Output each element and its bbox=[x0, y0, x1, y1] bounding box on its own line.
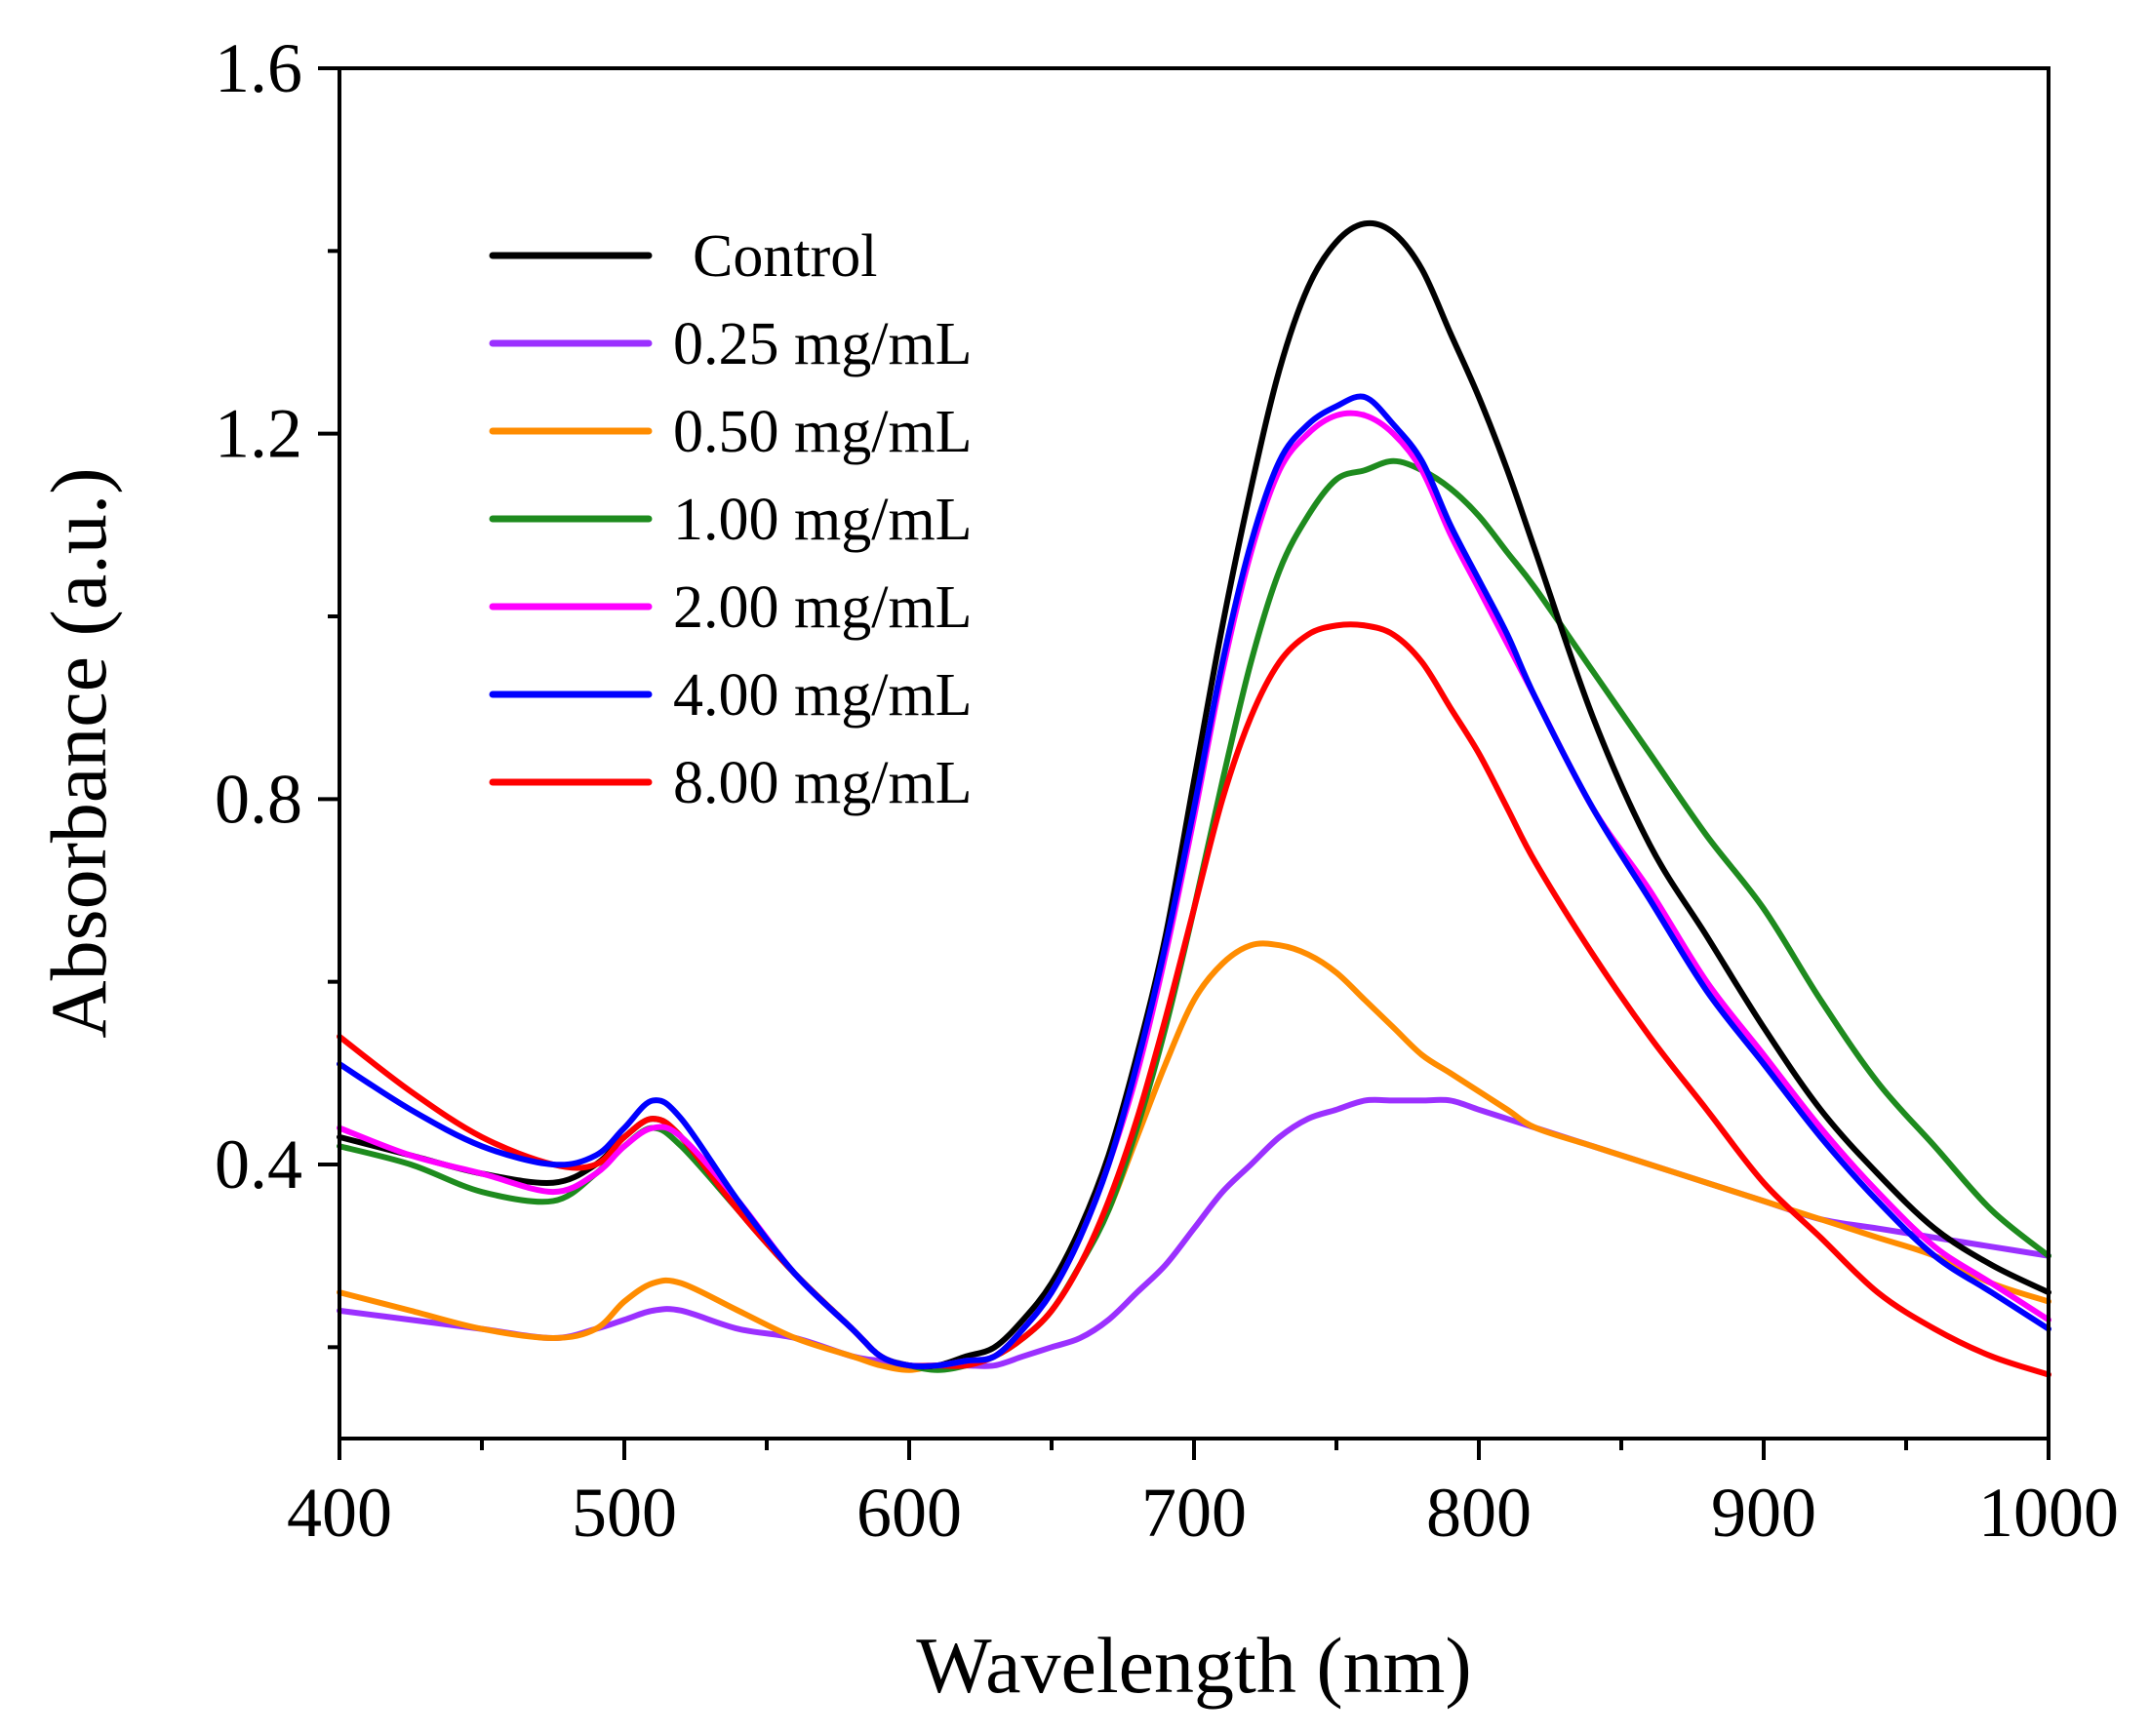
y-axis-title: Absorbance (a.u.) bbox=[34, 467, 123, 1038]
legend-label: 0.25 mg/mL bbox=[673, 311, 973, 377]
x-tick-label: 1000 bbox=[1978, 1474, 2119, 1552]
legend-label: Control bbox=[693, 223, 877, 290]
legend-label: 0.50 mg/mL bbox=[673, 399, 973, 465]
x-axis-title: Wavelength (nm) bbox=[916, 1621, 1471, 1710]
series-line-2-00-mg-ml bbox=[337, 410, 2051, 1369]
y-axis: 0.4 0.8 1.2 1.6 bbox=[215, 29, 339, 1350]
x-tick-label: 400 bbox=[287, 1474, 392, 1552]
x-tick-label: 600 bbox=[856, 1474, 962, 1552]
y-tick-label: 1.2 bbox=[215, 395, 302, 473]
legend-label: 8.00 mg/mL bbox=[673, 750, 973, 816]
x-tick-label: 900 bbox=[1711, 1474, 1816, 1552]
x-axis: 400 500 600 700 800 900 1000 bbox=[287, 1439, 2119, 1552]
y-tick-label: 1.6 bbox=[215, 29, 302, 107]
legend-label: 1.00 mg/mL bbox=[673, 487, 973, 553]
y-tick-label: 0.8 bbox=[215, 760, 302, 838]
x-tick-label: 700 bbox=[1141, 1474, 1247, 1552]
x-tick-label: 800 bbox=[1426, 1474, 1532, 1552]
series-line-0-50-mg-ml bbox=[337, 940, 2051, 1373]
series-layer bbox=[337, 219, 2051, 1378]
series-line-4-00-mg-ml bbox=[337, 393, 2051, 1369]
y-tick-label: 0.4 bbox=[215, 1125, 302, 1203]
legend: Control 0.25 mg/mL 0.50 mg/mL 1.00 mg/mL 2.0… bbox=[489, 223, 973, 816]
legend-label: 4.00 mg/mL bbox=[673, 662, 973, 729]
legend-label: 2.00 mg/mL bbox=[673, 574, 973, 641]
x-tick-label: 500 bbox=[572, 1474, 677, 1552]
